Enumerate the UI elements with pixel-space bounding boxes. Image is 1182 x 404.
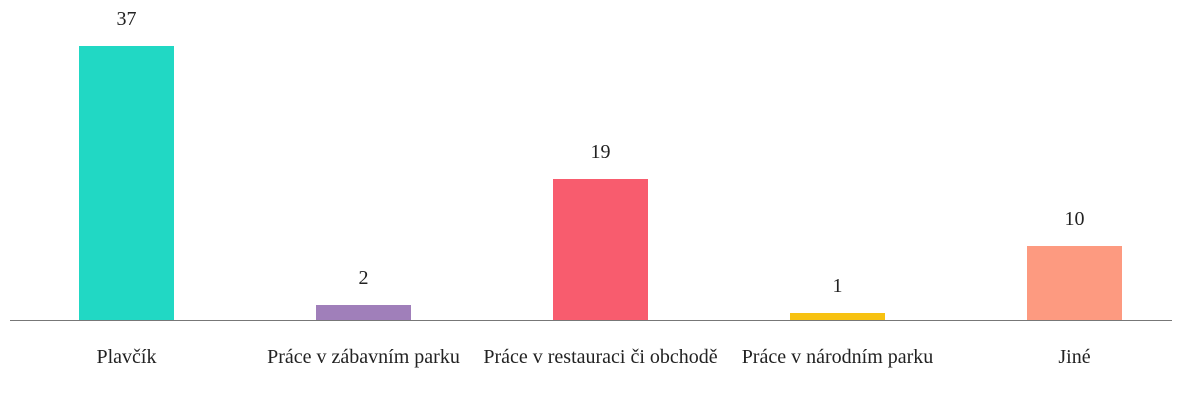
x-tick-label: Práce v národním parku (741, 346, 934, 368)
x-tick-label: Práce v restauraci či obchodě (483, 346, 718, 368)
bar (1027, 245, 1122, 320)
value-label: 2 (358, 267, 369, 290)
value-label: 10 (1064, 207, 1085, 230)
bar (790, 312, 885, 320)
x-axis-line (10, 320, 1172, 321)
x-tick-label: Práce v zábavním parku (267, 346, 460, 368)
value-label: 1 (832, 274, 843, 297)
x-tick-label: Plavčík (96, 346, 157, 368)
x-tick-label: Jiné (1058, 346, 1091, 368)
bar (79, 46, 174, 320)
bar (553, 179, 648, 320)
bar (316, 305, 411, 320)
value-label: 37 (116, 8, 137, 30)
value-label: 19 (590, 141, 611, 164)
